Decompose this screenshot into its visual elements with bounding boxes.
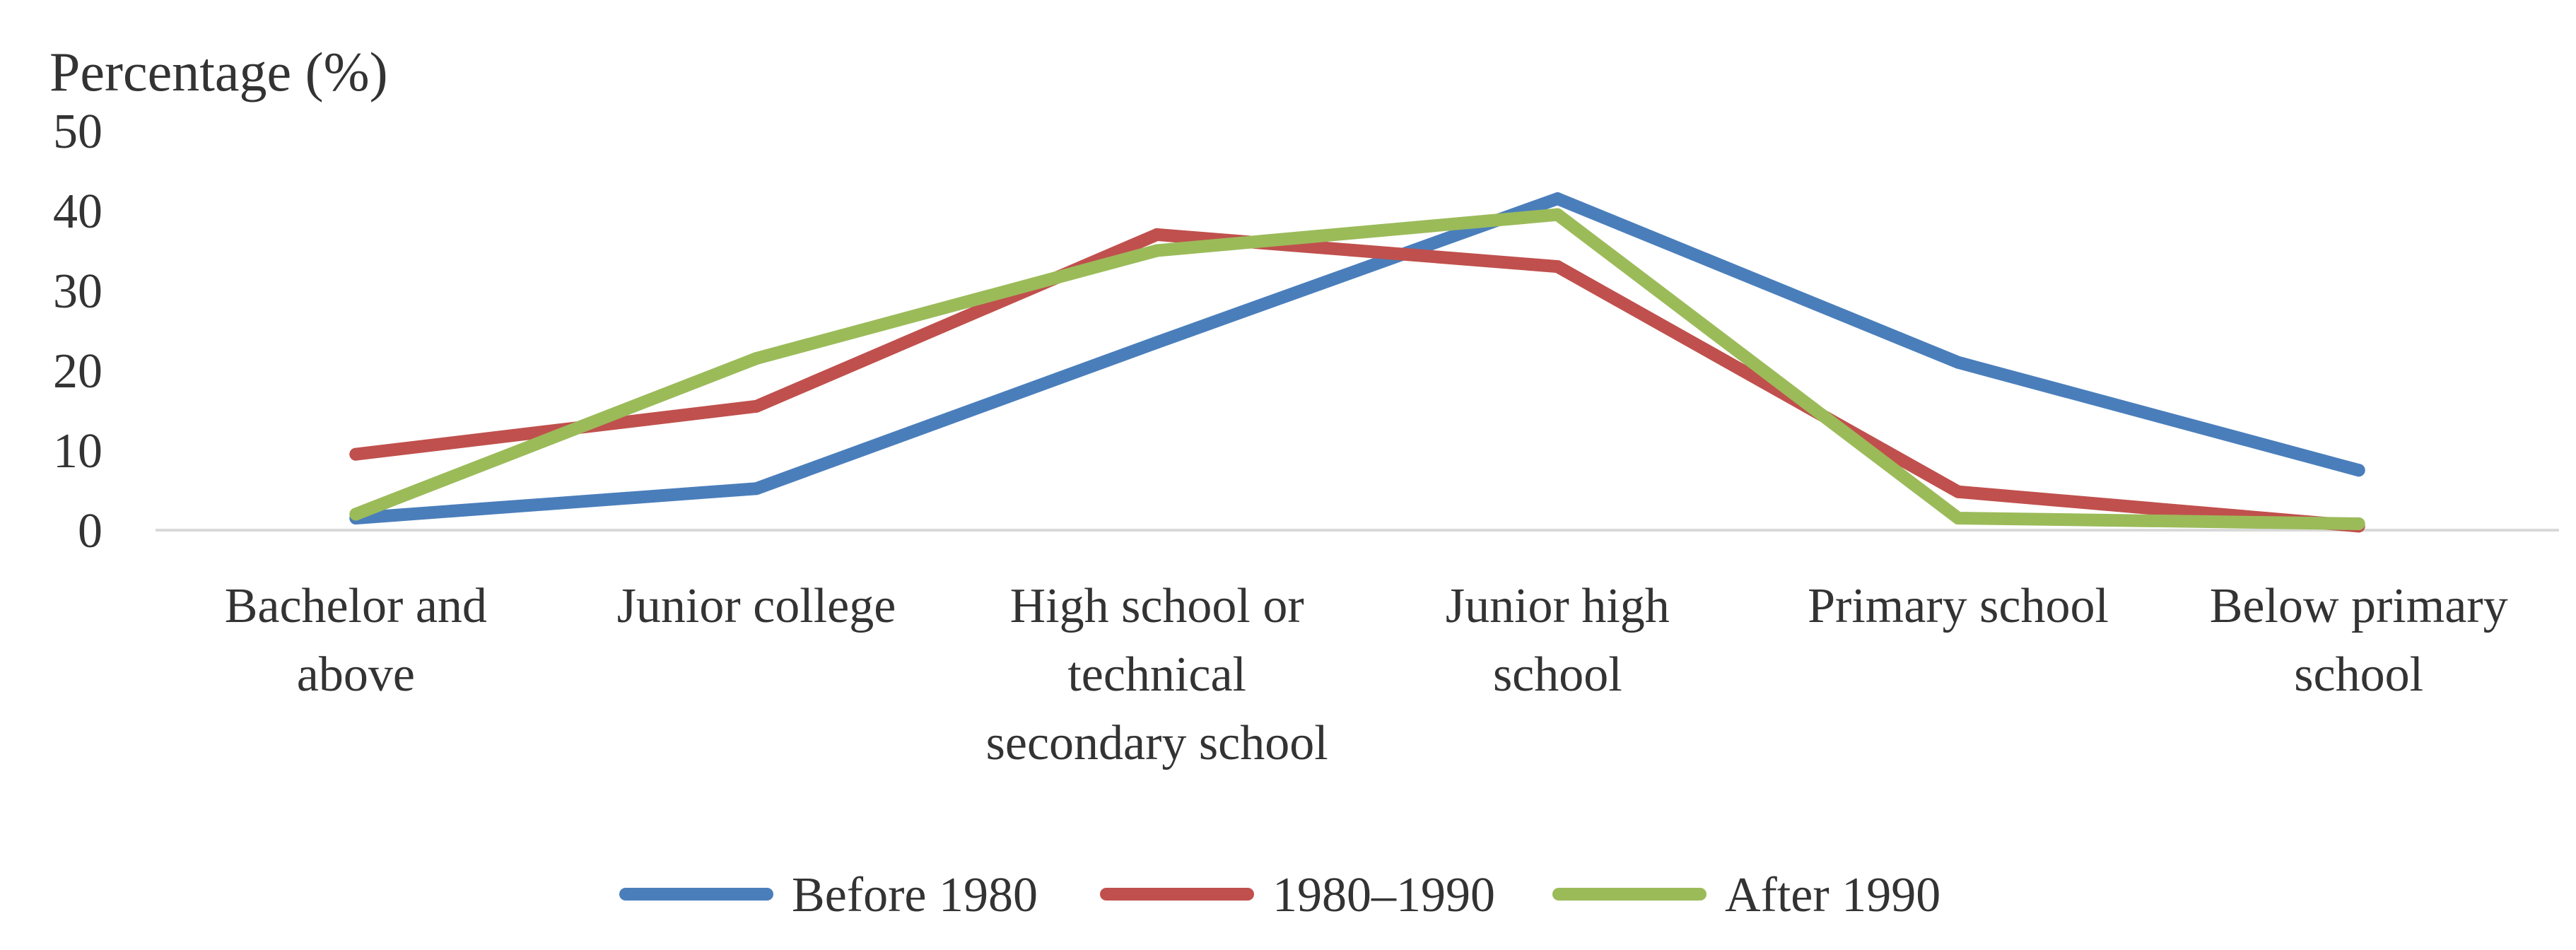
x-category-label-line: technical [1067,647,1246,702]
x-category-label-line: school [1493,647,1622,702]
data-point [2352,464,2365,477]
data-point [1952,356,1965,369]
data-point [1551,208,1564,221]
x-category-label: Below primary school [2210,579,2508,702]
x-category-label: Junior high school [1446,579,1670,702]
y-tick-label: 0 [78,504,103,558]
x-category-label: High school or technical secondary school [986,579,1328,770]
x-category-label-line: Bachelor and [225,579,487,633]
x-category-label: Bachelor and above [225,579,487,702]
data-point [750,399,763,413]
data-point [349,447,363,461]
data-point [1952,485,1965,498]
y-tick-label: 20 [53,344,103,399]
x-category-label-line: secondary school [986,716,1328,770]
legend-label: Before 1980 [792,868,1038,922]
x-category-label-line: Below primary [2210,579,2508,633]
y-tick-label: 40 [53,184,103,239]
data-point [1952,512,1965,525]
data-point [349,508,363,521]
series-line-1 [349,228,2365,533]
data-point [1551,260,1564,274]
legend: Before 1980 1980–1990 After 1990 [619,868,1940,922]
data-point [1150,244,1164,257]
x-category-label-line: Junior college [617,579,896,633]
data-point [2352,517,2365,530]
data-point [1551,192,1564,206]
legend-label: After 1990 [1725,868,1940,922]
category-labels: Bachelor and above Junior college High scho… [225,579,2508,770]
series-lines [349,192,2365,533]
x-category-label-line: above [297,647,415,702]
series-line-2 [349,208,2365,530]
x-category-label: Primary school [1808,579,2109,633]
data-point [1150,336,1164,349]
data-point [750,352,763,365]
x-category-label: Junior college [617,579,896,633]
y-tick-label: 30 [53,264,103,319]
data-point [750,482,763,495]
x-category-label-line: school [2294,647,2423,702]
y-tick-label: 10 [53,424,103,479]
x-category-label-line: Primary school [1808,579,2109,633]
y-ticks: 0 10 20 30 40 50 [53,105,103,558]
x-category-label-line: Junior high [1446,579,1670,633]
series-line-0 [349,192,2365,525]
data-point [1150,228,1164,241]
y-tick-label: 50 [53,105,103,159]
x-category-label-line: High school or [1010,579,1304,633]
legend-label: 1980–1990 [1272,868,1495,922]
y-axis-title: Percentage (%) [49,41,388,102]
